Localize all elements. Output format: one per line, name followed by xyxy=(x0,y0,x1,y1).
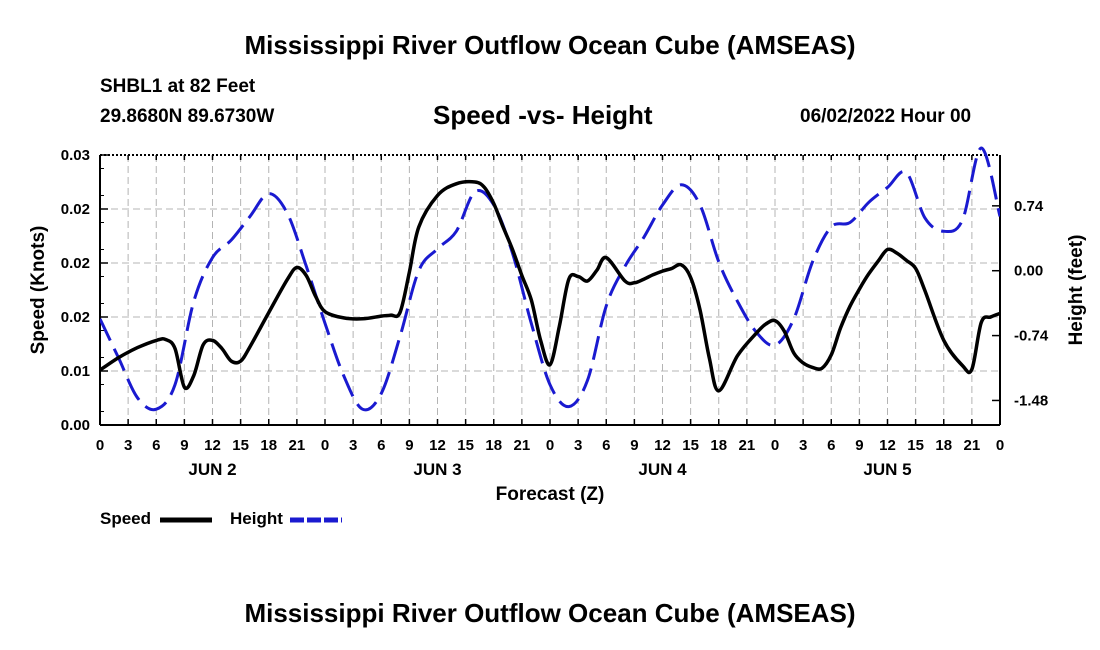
x-tick-label: 15 xyxy=(682,437,699,454)
axes-layer xyxy=(99,154,1001,426)
x-tick-label: 18 xyxy=(260,437,277,454)
x-tick-label: 3 xyxy=(574,437,582,454)
height-series-line xyxy=(100,146,1000,412)
x-tick-label: 21 xyxy=(514,437,531,454)
y2-tick-label: -1.48 xyxy=(1014,392,1048,409)
x-tick-label: 18 xyxy=(485,437,502,454)
x-tick-label: 3 xyxy=(349,437,357,454)
y-tick-label: 0.02 xyxy=(61,255,90,272)
day-label: JUN 5 xyxy=(863,460,911,479)
grid-layer xyxy=(100,155,1000,425)
x-tick-label: 0 xyxy=(546,437,554,454)
y-tick-label: 0.02 xyxy=(61,201,90,218)
x-tick-label: 0 xyxy=(996,437,1004,454)
coordinates-label: 29.8680N 89.6730W xyxy=(100,106,275,127)
y-tick-label: 0.03 xyxy=(61,147,90,164)
y-tick-label: 0.00 xyxy=(61,417,90,434)
x-tick-label: 12 xyxy=(429,437,446,454)
x-tick-label: 0 xyxy=(96,437,104,454)
x-tick-label: 3 xyxy=(799,437,807,454)
x-tick-label: 18 xyxy=(710,437,727,454)
x-tick-label: 21 xyxy=(964,437,981,454)
chart-subtitle: Speed -vs- Height xyxy=(433,100,653,130)
y-tick-label: 0.01 xyxy=(61,363,90,380)
footer-title: Mississippi River Outflow Ocean Cube (AM… xyxy=(244,598,856,628)
x-tick-label: 9 xyxy=(855,437,863,454)
x-tick-label: 3 xyxy=(124,437,132,454)
station-label: SHBL1 at 82 Feet xyxy=(100,76,256,97)
x-tick-label: 21 xyxy=(289,437,306,454)
x-tick-label: 6 xyxy=(152,437,160,454)
day-label: JUN 2 xyxy=(188,460,236,479)
x-tick-label: 0 xyxy=(771,437,779,454)
legend-speed-label: Speed xyxy=(100,509,152,528)
y2-tick-label: -0.74 xyxy=(1014,328,1049,345)
x-tick-label: 6 xyxy=(377,437,385,454)
x-tick-label: 6 xyxy=(602,437,610,454)
speed-series-line xyxy=(100,179,1000,393)
y-axis-title: Speed (Knots) xyxy=(28,226,49,355)
y2-tick-label: 0.00 xyxy=(1014,263,1043,280)
x-tick-label: 15 xyxy=(457,437,474,454)
legend-height-label: Height xyxy=(230,509,283,528)
main-title: Mississippi River Outflow Ocean Cube (AM… xyxy=(244,30,856,60)
x-tick-label: 15 xyxy=(232,437,249,454)
x-tick-label: 18 xyxy=(935,437,952,454)
labels-layer: 0 3 6 9 12 15 18 21 0 3 6 9 12 15 18 21 0 3 6 9 12 15 18 21 0 3 6 9… xyxy=(28,147,1087,505)
x-axis-title: Forecast (Z) xyxy=(496,484,605,505)
series-layer xyxy=(100,146,1000,412)
x-tick-label: 12 xyxy=(879,437,896,454)
x-tick-label: 12 xyxy=(204,437,221,454)
y2-tick-label: 0.74 xyxy=(1014,198,1044,215)
x-tick-label: 15 xyxy=(907,437,924,454)
x-tick-label: 21 xyxy=(739,437,756,454)
x-tick-label: 0 xyxy=(321,437,329,454)
y-tick-label: 0.02 xyxy=(61,309,90,326)
day-label: JUN 3 xyxy=(413,460,461,479)
run-time-label: 06/02/2022 Hour 00 xyxy=(800,106,972,127)
x-tick-label: 6 xyxy=(827,437,835,454)
x-tick-label: 9 xyxy=(180,437,188,454)
day-label: JUN 4 xyxy=(638,460,687,479)
x-tick-label: 9 xyxy=(630,437,638,454)
x-tick-label: 12 xyxy=(654,437,671,454)
y2-axis-title: Height (feet) xyxy=(1066,235,1087,346)
x-tick-label: 9 xyxy=(405,437,413,454)
